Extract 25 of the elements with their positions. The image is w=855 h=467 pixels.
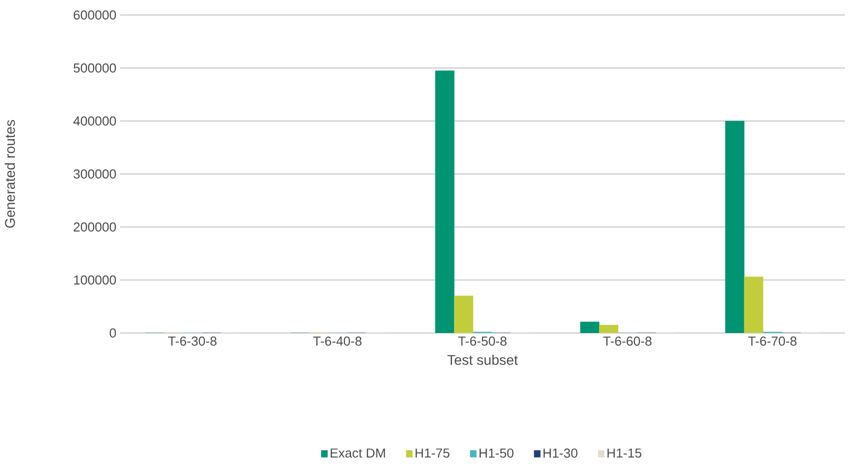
x-tick-label: T-6-50-8 xyxy=(458,336,506,346)
bar xyxy=(435,70,454,333)
legend-label: H1-50 xyxy=(480,448,514,458)
bar xyxy=(744,276,764,333)
bar xyxy=(599,324,618,333)
legend-label: H1-75 xyxy=(416,448,450,458)
bar xyxy=(580,322,600,333)
y-tick-label: 500000 xyxy=(74,63,116,73)
x-tick-label: T-6-60-8 xyxy=(603,336,652,346)
x-tick-label: T-6-40-8 xyxy=(313,336,362,346)
bar xyxy=(454,296,474,333)
x-axis-title: Test subset xyxy=(447,354,518,365)
legend-label: Exact DM xyxy=(330,448,385,458)
legend-label: H1-30 xyxy=(544,448,578,458)
y-tick-label: 100000 xyxy=(74,275,116,285)
y-tick-label: 400000 xyxy=(73,116,116,126)
x-tick-label: T-6-70-8 xyxy=(748,336,796,346)
y-tick-label: 200000 xyxy=(74,222,116,232)
legend-label: H1-15 xyxy=(608,448,642,458)
x-tick-label: T-6-30-8 xyxy=(168,336,216,346)
y-axis-title: Generated routes xyxy=(4,120,15,228)
y-tick-label: 300000 xyxy=(74,169,116,179)
y-tick-label: 0 xyxy=(110,328,116,338)
y-tick-label: 600000 xyxy=(74,10,116,20)
bar xyxy=(725,120,744,333)
